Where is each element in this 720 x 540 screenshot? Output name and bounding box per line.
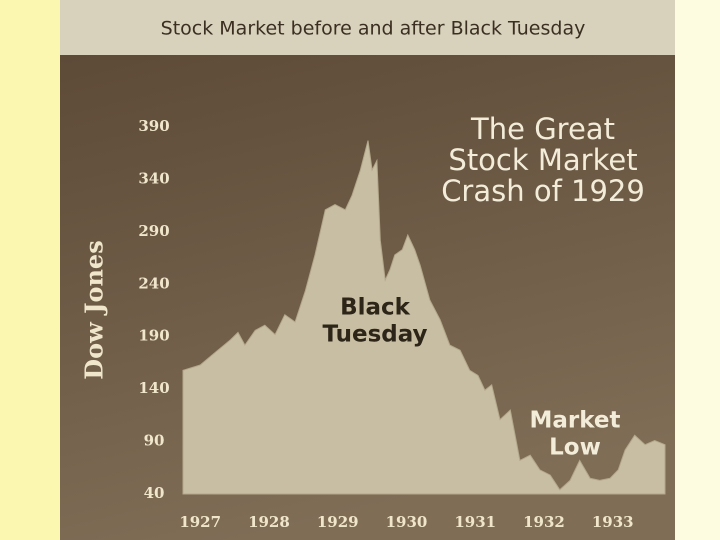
annotation: Stock Market — [448, 143, 637, 177]
x-tick-label: 1927 — [179, 513, 221, 531]
annotation: Low — [549, 435, 601, 461]
y-tick-label: 340 — [138, 169, 169, 187]
x-tick-label: 1931 — [454, 513, 496, 531]
y-tick-label: 90 — [144, 432, 165, 450]
area — [182, 140, 666, 495]
y-axis-label: Dow Jones — [80, 240, 109, 379]
annotation: Market — [529, 408, 620, 434]
y-tick-label: 40 — [144, 484, 165, 502]
x-tick-label: 1933 — [592, 513, 634, 531]
annotation: Black — [340, 295, 411, 321]
x-tick-label: 1930 — [386, 513, 428, 531]
y-tick-label: 290 — [138, 222, 169, 240]
y-tick-label: 390 — [138, 117, 169, 135]
x-tick-label: 1929 — [317, 513, 359, 531]
right-strip — [675, 0, 720, 540]
annotation: Crash of 1929 — [441, 174, 645, 208]
title-band — [60, 0, 675, 55]
annotation: Tuesday — [322, 322, 427, 348]
y-tick-label: 140 — [138, 379, 169, 397]
x-tick-label: 1932 — [523, 513, 565, 531]
y-tick-label: 240 — [138, 274, 169, 292]
left-strip — [0, 0, 60, 540]
chart-title: Stock Market before and after Black Tues… — [161, 18, 586, 40]
annotation: The Great — [470, 112, 615, 146]
y-tick-label: 190 — [138, 327, 169, 345]
x-tick-label: 1928 — [248, 513, 290, 531]
